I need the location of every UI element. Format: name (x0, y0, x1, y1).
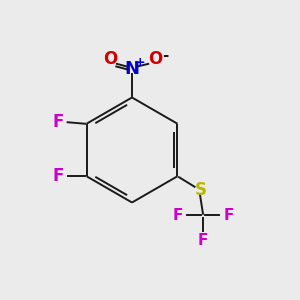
Text: F: F (53, 113, 64, 131)
Text: F: F (172, 208, 183, 223)
Text: S: S (195, 181, 207, 199)
Text: F: F (53, 167, 64, 185)
Text: O: O (148, 50, 162, 68)
Text: +: + (135, 56, 146, 69)
Text: -: - (162, 48, 168, 63)
Text: O: O (103, 50, 117, 68)
Text: F: F (223, 208, 234, 223)
Text: F: F (198, 233, 208, 248)
Text: N: N (124, 60, 140, 78)
